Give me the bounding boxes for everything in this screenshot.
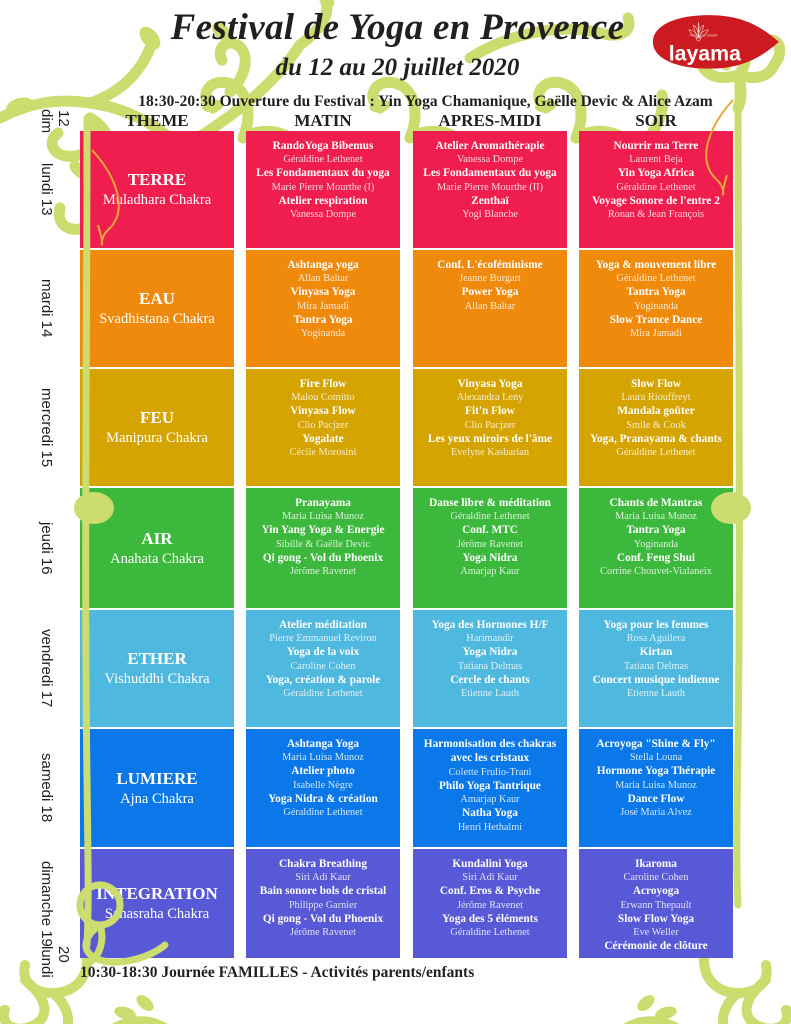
svg-text:l'art de la vitalité: l'art de la vitalité <box>689 32 718 37</box>
svg-text:layama: layama <box>669 42 741 66</box>
